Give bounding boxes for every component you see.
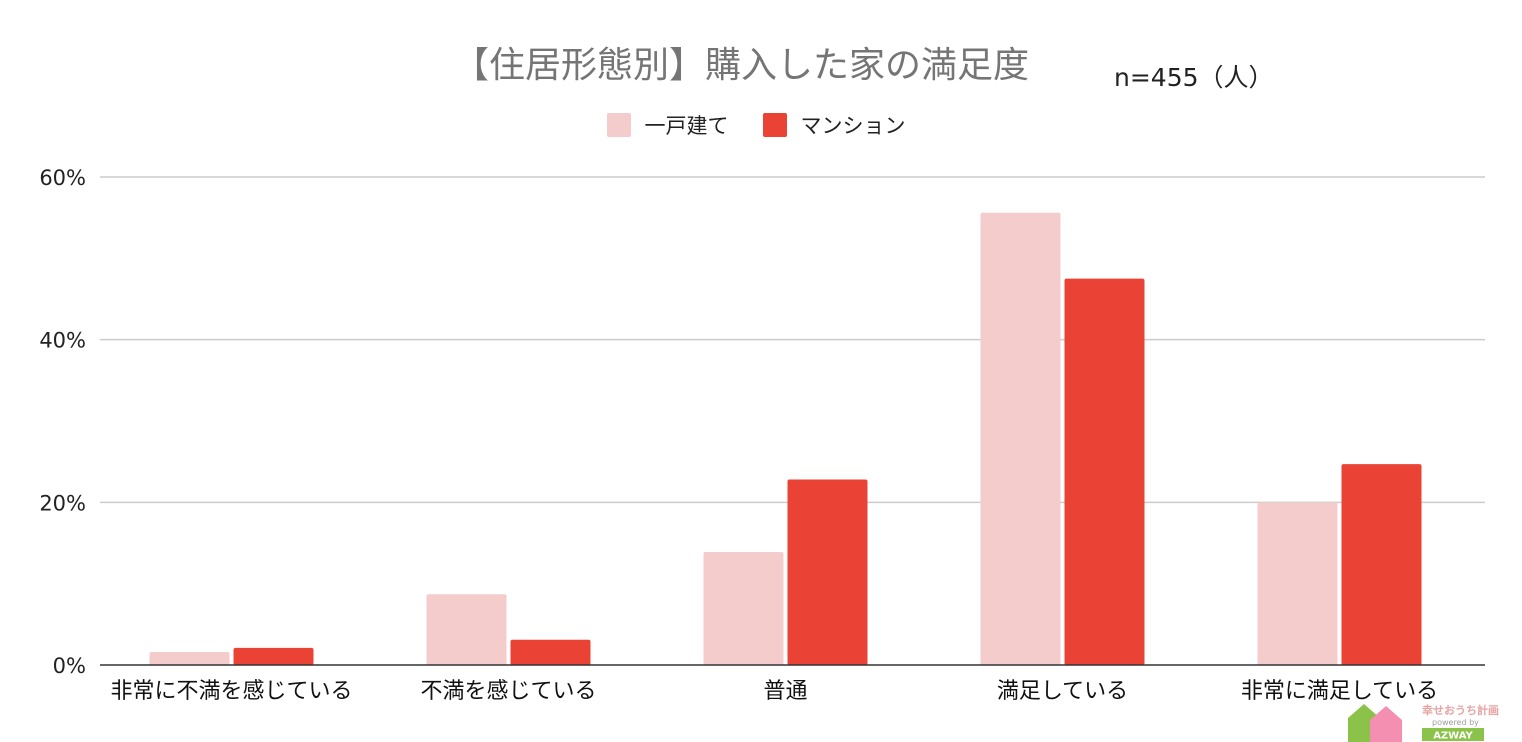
axis-layer: 0% 20% 40% 60% 非常に不満を感じている 不満を感じている 普通 満足している 非常… (39, 166, 1485, 704)
legend-item-house: 一戸建て (606, 110, 729, 140)
y-tick-label: 0% (53, 654, 86, 678)
brand-logo: 幸せおうち計画 powered by AZWAY (1348, 703, 1499, 742)
bar-condo (1064, 278, 1145, 665)
x-category-label: 普通 (763, 679, 807, 704)
x-category-label: 非常に不満を感じている (110, 679, 352, 704)
bar-condo (1341, 464, 1422, 665)
logo-sub: powered by (1432, 718, 1479, 727)
logo-text: 幸せおうち計画 (1422, 703, 1499, 717)
y-tick-label: 20% (39, 491, 86, 515)
legend-label-house: 一戸建て (644, 114, 729, 138)
y-tick-label: 40% (39, 329, 86, 353)
bar-house (980, 212, 1061, 665)
sample-size-note: n=455（人） (1114, 63, 1274, 92)
legend-item-condo: マンション (762, 110, 906, 140)
bar-condo (233, 647, 314, 665)
bar-house (149, 651, 230, 665)
y-tick-label: 60% (39, 166, 86, 190)
bar-house (703, 551, 784, 665)
x-category-label: 不満を感じている (420, 679, 596, 704)
logo-brand-bg (1422, 728, 1484, 741)
grid-layer (100, 176, 1485, 504)
chart-title: 【住居形態別】購入した家の満足度 (0, 36, 1522, 88)
x-category-label: 非常に満足している (1241, 679, 1438, 704)
legend-label-condo: マンション (800, 114, 906, 138)
x-category-label: 満足している (997, 679, 1128, 704)
bar-layer (149, 212, 1422, 665)
bar-condo (510, 639, 591, 665)
legend-swatch-condo (762, 113, 787, 137)
chart-title-text: 【住居形態別】購入した家の満足度 (452, 45, 1029, 86)
legend-swatch-house (606, 113, 631, 137)
logo-house-pink-icon (1370, 706, 1402, 742)
bar-house (426, 594, 507, 665)
logo-brand: AZWAY (1433, 731, 1473, 742)
bar-house (1257, 502, 1338, 665)
bar-condo (787, 479, 868, 665)
legend: 一戸建て マンション (0, 110, 1522, 140)
